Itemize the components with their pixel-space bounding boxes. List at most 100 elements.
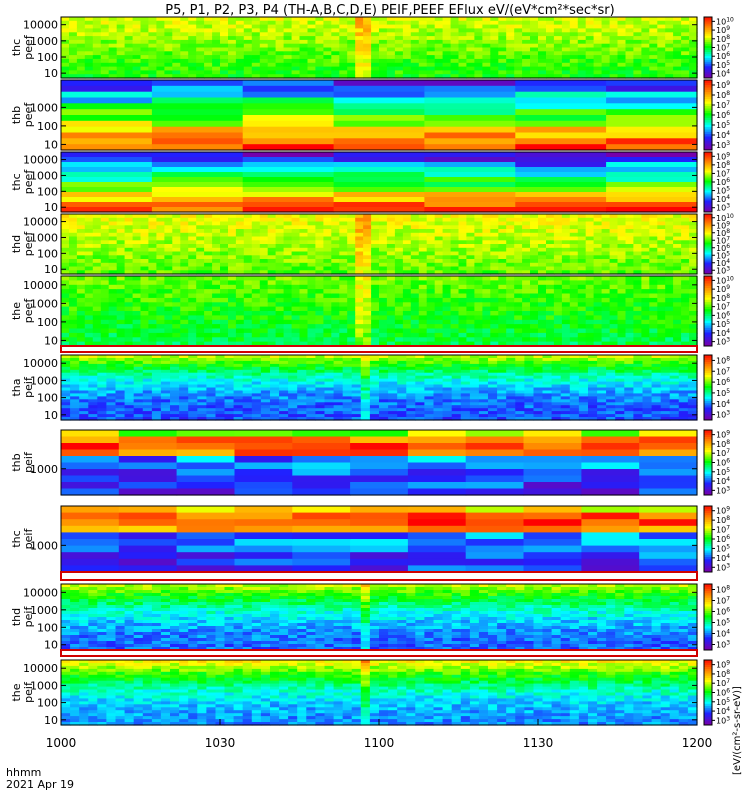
spectrogram-cell — [106, 363, 117, 368]
spectrogram-cell — [267, 266, 277, 271]
spectrogram-cell — [188, 247, 197, 253]
spectrogram-cell — [270, 411, 280, 415]
spectrogram-cell — [108, 244, 118, 249]
spectrogram-cell — [160, 369, 171, 374]
colorbar-step — [704, 308, 712, 312]
spectrogram-cell — [474, 17, 483, 22]
spectrogram-cell — [243, 74, 253, 79]
spectrogram-cell — [490, 297, 499, 303]
spectrogram-cell — [490, 232, 499, 238]
spectrogram-cell — [577, 62, 587, 68]
spectrogram-cell — [215, 405, 226, 409]
spectrogram-cell — [649, 262, 658, 268]
spectrogram-cell — [553, 302, 563, 308]
spectrogram-cell — [299, 43, 309, 49]
spectrogram-cell — [394, 244, 404, 249]
spectrogram-cell — [275, 280, 285, 286]
spectrogram-cell — [61, 402, 71, 406]
spectrogram-cell — [482, 289, 491, 295]
spectrogram-cell — [267, 244, 277, 249]
spectrogram-cell — [151, 162, 244, 168]
spectrogram-cell — [108, 266, 118, 271]
spectrogram-cell — [394, 297, 404, 303]
spectrogram-cell — [220, 70, 229, 75]
spectrogram-cell — [466, 255, 475, 260]
spectrogram-cell — [315, 55, 324, 60]
spectrogram-cell — [220, 306, 229, 312]
spectrogram-cell — [283, 259, 293, 264]
spectrogram-cell — [633, 43, 642, 49]
spectrogram-cell — [466, 251, 475, 256]
spectrogram-cell — [601, 62, 611, 68]
spectrogram-cell — [665, 62, 674, 68]
spectrogram-cell — [180, 62, 189, 68]
spectrogram-cell — [315, 337, 324, 343]
spectrogram-cell — [106, 381, 117, 386]
spectrogram-cell — [233, 411, 244, 415]
spectrogram-cell — [331, 20, 340, 26]
spectrogram-cell — [220, 36, 229, 41]
spectrogram-cell — [474, 293, 483, 299]
spectrogram-cell — [235, 332, 245, 338]
spectrogram-cell — [426, 229, 436, 234]
spectrogram-cell — [657, 315, 666, 321]
spectrogram-cell — [140, 17, 150, 22]
spectrogram-cell — [235, 266, 245, 271]
spectrogram-cell — [506, 284, 515, 290]
spectrogram-cell — [394, 289, 404, 295]
spectrogram-cell — [339, 17, 348, 22]
spectrogram-cell — [307, 17, 317, 22]
spectrogram-cell — [259, 255, 269, 260]
spectrogram-cell — [251, 229, 261, 234]
spectrogram-cell — [498, 259, 507, 264]
spectrogram-cell — [132, 240, 142, 245]
spectrogram-cell — [315, 319, 324, 325]
spectrogram-cell — [514, 270, 523, 275]
spectrogram-cell — [76, 32, 86, 37]
spectrogram-cell — [132, 302, 142, 308]
colorbar-step — [704, 31, 712, 34]
spectrogram-cell — [402, 47, 412, 52]
spectrogram-cell — [339, 225, 348, 230]
spectrogram-cell — [538, 270, 547, 275]
spectrogram-cell — [331, 319, 340, 325]
spectrogram-cell — [569, 259, 579, 264]
spectrogram-cell — [323, 289, 332, 295]
spectrogram-cell — [410, 247, 420, 253]
spectrogram-cell — [108, 28, 118, 33]
spectrogram-cell — [156, 214, 165, 219]
spectrogram-cell — [577, 70, 587, 75]
spectrogram-cell — [577, 276, 587, 281]
spectrogram-cell — [379, 47, 388, 52]
spectrogram-cell — [259, 236, 269, 241]
spectrogram-cell — [116, 319, 126, 325]
spectrogram-cell — [180, 302, 189, 308]
spectrogram-cell — [61, 280, 70, 286]
spectrogram-cell — [657, 341, 666, 347]
spectrogram-cell — [633, 280, 642, 286]
spectrogram-cell — [681, 20, 690, 26]
spectrogram-cell — [299, 229, 309, 234]
spectrogram-cell — [673, 337, 682, 343]
spectrogram-cell — [625, 225, 635, 230]
spectrogram-cell — [379, 284, 388, 290]
spectrogram-cell — [108, 251, 118, 256]
spectrogram-cell — [339, 251, 348, 256]
spectrogram-cell — [196, 293, 205, 299]
spectrogram-cell — [333, 157, 426, 163]
spectrogram-cell — [251, 408, 262, 412]
spectrogram-cell — [251, 396, 262, 400]
spectrogram-cell — [657, 337, 666, 343]
spectrogram-cell — [355, 232, 364, 238]
spectrogram-cell — [522, 225, 531, 230]
spectrogram-cell — [442, 341, 452, 347]
spectrogram-cell — [204, 236, 213, 241]
colorbar-tick-exponent: 8 — [726, 34, 730, 41]
spectrogram-cell — [515, 182, 607, 188]
spectrogram-cell — [76, 289, 86, 295]
spectrogram-cell — [70, 358, 80, 362]
spectrogram-cell — [170, 381, 180, 386]
spectrogram-cell — [220, 217, 229, 223]
spectrogram-cell — [514, 47, 523, 52]
spectrogram-cell — [242, 381, 253, 386]
